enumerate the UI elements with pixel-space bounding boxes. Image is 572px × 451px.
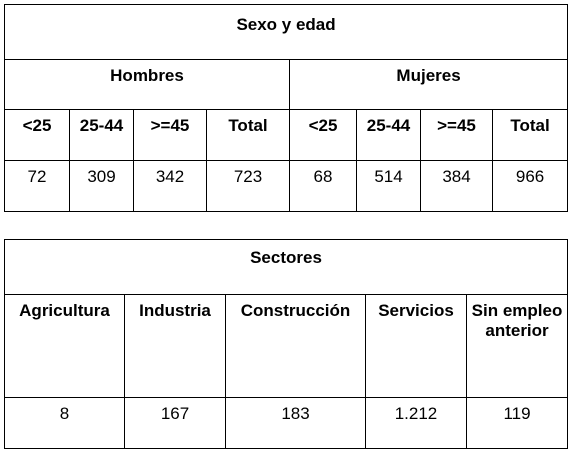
age-header-women-45plus: >=45 bbox=[420, 109, 493, 161]
sector-header-services: Servicios bbox=[365, 294, 467, 398]
sex-age-table: Sexo y edad Hombres Mujeres <25 25-44 >=… bbox=[3, 4, 569, 212]
value-women-45plus: 384 bbox=[420, 160, 493, 212]
value-men-25-44: 309 bbox=[69, 160, 134, 212]
age-header-men-total: Total bbox=[206, 109, 290, 161]
value-men-total: 723 bbox=[206, 160, 290, 212]
sectors-title: Sectores bbox=[3, 239, 569, 295]
value-no-previous-job: 119 bbox=[465, 397, 569, 449]
value-men-45plus: 342 bbox=[133, 160, 207, 212]
sector-header-no-previous-job: Sin empleo anterior bbox=[465, 294, 569, 398]
age-header-men-45plus: >=45 bbox=[133, 109, 207, 161]
sex-age-title: Sexo y edad bbox=[3, 4, 569, 60]
value-services: 1.212 bbox=[365, 397, 467, 449]
age-header-men-25-44: 25-44 bbox=[69, 109, 134, 161]
group-header-women: Mujeres bbox=[288, 59, 569, 110]
value-men-under25: 72 bbox=[4, 160, 70, 212]
sector-header-construction: Construcción bbox=[225, 294, 366, 398]
value-women-25-44: 514 bbox=[356, 160, 421, 212]
sector-header-industry: Industria bbox=[124, 294, 226, 398]
value-women-total: 966 bbox=[491, 160, 569, 212]
sectors-table: Sectores Agricultura Industria Construcc… bbox=[3, 239, 569, 449]
value-women-under25: 68 bbox=[289, 160, 357, 212]
age-header-women-under25: <25 bbox=[289, 109, 357, 161]
age-header-men-under25: <25 bbox=[4, 109, 70, 161]
age-header-women-25-44: 25-44 bbox=[356, 109, 421, 161]
sector-header-agriculture: Agricultura bbox=[4, 294, 125, 398]
group-header-men: Hombres bbox=[4, 59, 290, 110]
value-agriculture: 8 bbox=[4, 397, 125, 449]
value-construction: 183 bbox=[225, 397, 366, 449]
age-header-women-total: Total bbox=[491, 109, 569, 161]
value-industry: 167 bbox=[124, 397, 226, 449]
